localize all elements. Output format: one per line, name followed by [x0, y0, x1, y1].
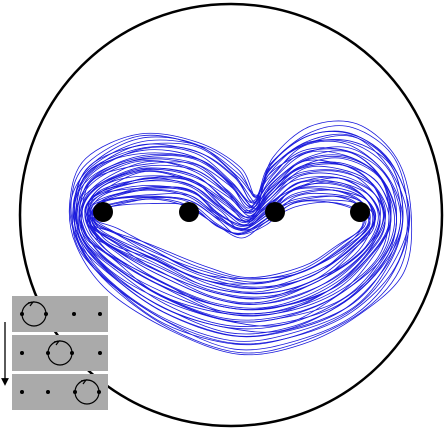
rod [179, 202, 199, 222]
streamline [81, 162, 390, 310]
streamline [73, 133, 408, 345]
inset-panel [12, 296, 108, 332]
inset-rod [44, 312, 48, 316]
inset-rod [20, 351, 24, 355]
inset-rod [70, 351, 74, 355]
inset-rod [20, 390, 24, 394]
inset-rod [98, 351, 102, 355]
inset-rod [98, 312, 102, 316]
rod [265, 202, 285, 222]
streamline [79, 157, 390, 316]
streamline [74, 147, 402, 330]
rods [93, 202, 370, 222]
streamlines [68, 120, 413, 356]
streamline [85, 177, 379, 300]
streamline [68, 120, 413, 356]
streamline [72, 130, 410, 346]
stir-arrow [53, 340, 61, 346]
stir-arrow [27, 301, 35, 307]
inset-rod [46, 390, 50, 394]
inset [12, 296, 108, 410]
rod [350, 202, 370, 222]
streamline [74, 139, 404, 338]
boundary-circle [18, 2, 444, 428]
inset-rod [20, 312, 24, 316]
inset-rod [73, 390, 77, 394]
rod [93, 202, 113, 222]
inset-rod [46, 351, 50, 355]
stir-arrow [80, 379, 88, 385]
inset-rod [97, 390, 101, 394]
streamline [70, 125, 409, 354]
inset-panel [12, 374, 108, 410]
inset-rod [72, 312, 76, 316]
streamline [75, 150, 398, 327]
streamline [88, 176, 385, 305]
streamline [76, 139, 402, 337]
